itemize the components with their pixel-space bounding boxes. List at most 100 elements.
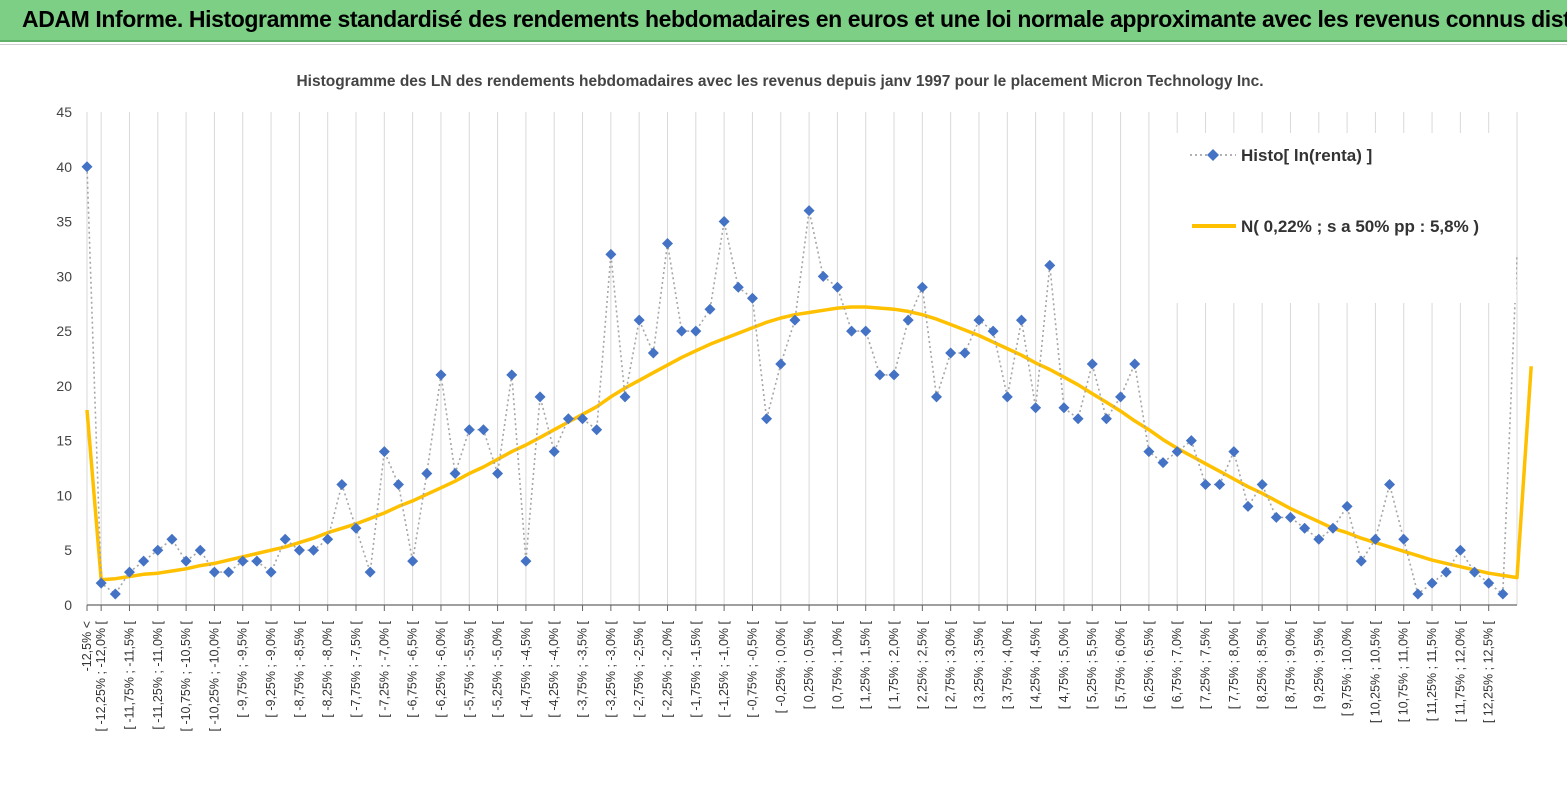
x-tick-label: [ -9,25% ; -9,0% [ bbox=[264, 620, 278, 717]
y-tick-label: 45 bbox=[56, 104, 72, 120]
x-tick-label: [ 6,75% ; 7,0% [ bbox=[1170, 620, 1184, 709]
histogram-point bbox=[1015, 314, 1027, 326]
chart-legend: Histo[ ln(renta) ] N( 0,22% ; s a 50% pp… bbox=[1158, 133, 1516, 303]
histogram-point bbox=[1483, 577, 1495, 589]
histogram-point bbox=[846, 325, 858, 337]
histogram-point bbox=[1398, 533, 1410, 545]
histogram-point bbox=[718, 216, 730, 228]
x-tick-label: [ -7,25% ; -7,0% [ bbox=[377, 620, 391, 717]
legend-histo-marker-icon bbox=[1207, 149, 1219, 161]
chart-title: Histogramme des LN des rendements hebdom… bbox=[296, 73, 1263, 90]
x-tick-label: [ -1,75% ; -1,5% [ bbox=[689, 620, 703, 717]
histogram-point bbox=[888, 369, 900, 381]
x-tick-label: [ 7,25% ; 7,5% [ bbox=[1199, 620, 1213, 709]
histogram-point bbox=[378, 446, 390, 458]
x-tick-label: [ 4,75% ; 5,0% [ bbox=[1057, 620, 1071, 709]
x-tick-label: [ 5,25% ; 5,5% [ bbox=[1085, 620, 1099, 709]
histogram-point bbox=[803, 205, 815, 217]
histogram-point bbox=[463, 424, 475, 436]
histogram-point bbox=[1313, 533, 1325, 545]
histogram-point bbox=[1369, 533, 1381, 545]
histogram-point bbox=[421, 468, 433, 480]
histogram-point bbox=[973, 314, 985, 326]
histogram-point bbox=[761, 413, 773, 425]
report-title: ADAM Informe. Histogramme standardisé de… bbox=[22, 6, 1567, 32]
histogram-point bbox=[874, 369, 886, 381]
histogram-point bbox=[959, 347, 971, 359]
x-tick-label: [ 3,75% ; 4,0% [ bbox=[1000, 620, 1014, 709]
histogram-point bbox=[817, 270, 829, 282]
histogram-point bbox=[1256, 478, 1268, 490]
histogram-point bbox=[1030, 402, 1042, 414]
histogram-point bbox=[945, 347, 957, 359]
gridlines bbox=[86, 112, 1518, 605]
histogram-point bbox=[534, 391, 546, 403]
x-tick-label: [ -3,75% ; -3,5% [ bbox=[576, 620, 590, 717]
histogram-point bbox=[1299, 522, 1311, 534]
histogram-point bbox=[407, 555, 419, 567]
histogram-point bbox=[1058, 402, 1070, 414]
x-tick-label: [ 11,75% ; 12,0% [ bbox=[1453, 620, 1467, 722]
x-tick-label: [ 12,25% ; 12,5% [ bbox=[1482, 620, 1496, 723]
x-tick-label: [ 8,75% ; 9,0% [ bbox=[1283, 620, 1297, 709]
histogram-point bbox=[194, 544, 206, 556]
x-tick-label: [ 9,25% ; 9,5% [ bbox=[1312, 620, 1326, 709]
histogram-point bbox=[520, 555, 532, 567]
histogram-point bbox=[1100, 413, 1112, 425]
histogram-point bbox=[1214, 478, 1226, 490]
x-tick-label: [ 2,75% ; 3,0% [ bbox=[944, 620, 958, 709]
histogram-point bbox=[1115, 391, 1127, 403]
histogram-point bbox=[931, 391, 943, 403]
histogram-point bbox=[1171, 446, 1183, 458]
histogram-point bbox=[123, 566, 135, 578]
x-tick-label: [ 9,75% ; 10,0% [ bbox=[1340, 620, 1354, 716]
histogram-point bbox=[1044, 259, 1056, 271]
y-tick-label: 25 bbox=[56, 323, 72, 339]
legend-histo-label: Histo[ ln(renta) ] bbox=[1241, 146, 1372, 165]
x-axis: -12,5% <[ -12,25% ; -12,0% [[ -11,75% ; … bbox=[80, 604, 1517, 731]
histogram-point bbox=[661, 237, 673, 249]
x-tick-label: [ 3,25% ; 3,5% [ bbox=[972, 620, 986, 709]
histogram-point bbox=[902, 314, 914, 326]
y-tick-label: 30 bbox=[56, 268, 72, 284]
histogram-point bbox=[562, 413, 574, 425]
histogram-point bbox=[1384, 478, 1396, 490]
histogram-point bbox=[1440, 566, 1452, 578]
histogram-point bbox=[732, 281, 744, 293]
histogram-point bbox=[1284, 511, 1296, 523]
x-tick-label: [ -8,75% ; -8,5% [ bbox=[292, 620, 306, 717]
x-tick-label: [ -7,75% ; -7,5% [ bbox=[349, 620, 363, 717]
x-tick-label: [ 2,25% ; 2,5% [ bbox=[915, 620, 929, 709]
histogram-point bbox=[308, 544, 320, 556]
x-tick-label: [ -5,25% ; -5,0% [ bbox=[491, 620, 505, 717]
histogram-point bbox=[1129, 358, 1141, 370]
histogram-point bbox=[746, 292, 758, 304]
x-tick-label: [ 10,75% ; 11,0% [ bbox=[1397, 620, 1411, 722]
histogram-point bbox=[492, 468, 504, 480]
histogram-point bbox=[1242, 500, 1254, 512]
histogram-point bbox=[1143, 446, 1155, 458]
histogram-point bbox=[619, 391, 631, 403]
histogram-point bbox=[95, 577, 107, 589]
y-axis: 0 5 10 15 20 25 30 35 40 45 bbox=[56, 104, 72, 613]
histogram-series bbox=[81, 161, 1518, 600]
legend-normal-label: N( 0,22% ; s a 50% pp : 5,8% ) bbox=[1241, 217, 1479, 236]
histogram-point bbox=[265, 566, 277, 578]
histogram-point bbox=[449, 468, 461, 480]
x-tick-label: [ 0,25% ; 0,5% [ bbox=[802, 620, 816, 709]
histogram-point bbox=[916, 281, 928, 293]
x-tick-label: [ -4,75% ; -4,5% [ bbox=[519, 620, 533, 717]
histogram-point bbox=[676, 325, 688, 337]
histogram-point bbox=[392, 478, 404, 490]
y-tick-label: 0 bbox=[64, 597, 72, 613]
histogram-point bbox=[1200, 478, 1212, 490]
y-tick-label: 20 bbox=[56, 378, 72, 394]
chart-frame: Histogramme des LN des rendements hebdom… bbox=[0, 44, 1567, 791]
histogram-point bbox=[591, 424, 603, 436]
histogram-point bbox=[279, 533, 291, 545]
x-tick-label: [ -4,25% ; -4,0% [ bbox=[547, 620, 561, 717]
x-tick-label: [ -12,25% ; -12,0% [ bbox=[94, 620, 108, 731]
legend-background bbox=[1158, 133, 1516, 303]
histogram-point bbox=[506, 369, 518, 381]
histogram-point bbox=[577, 413, 589, 425]
